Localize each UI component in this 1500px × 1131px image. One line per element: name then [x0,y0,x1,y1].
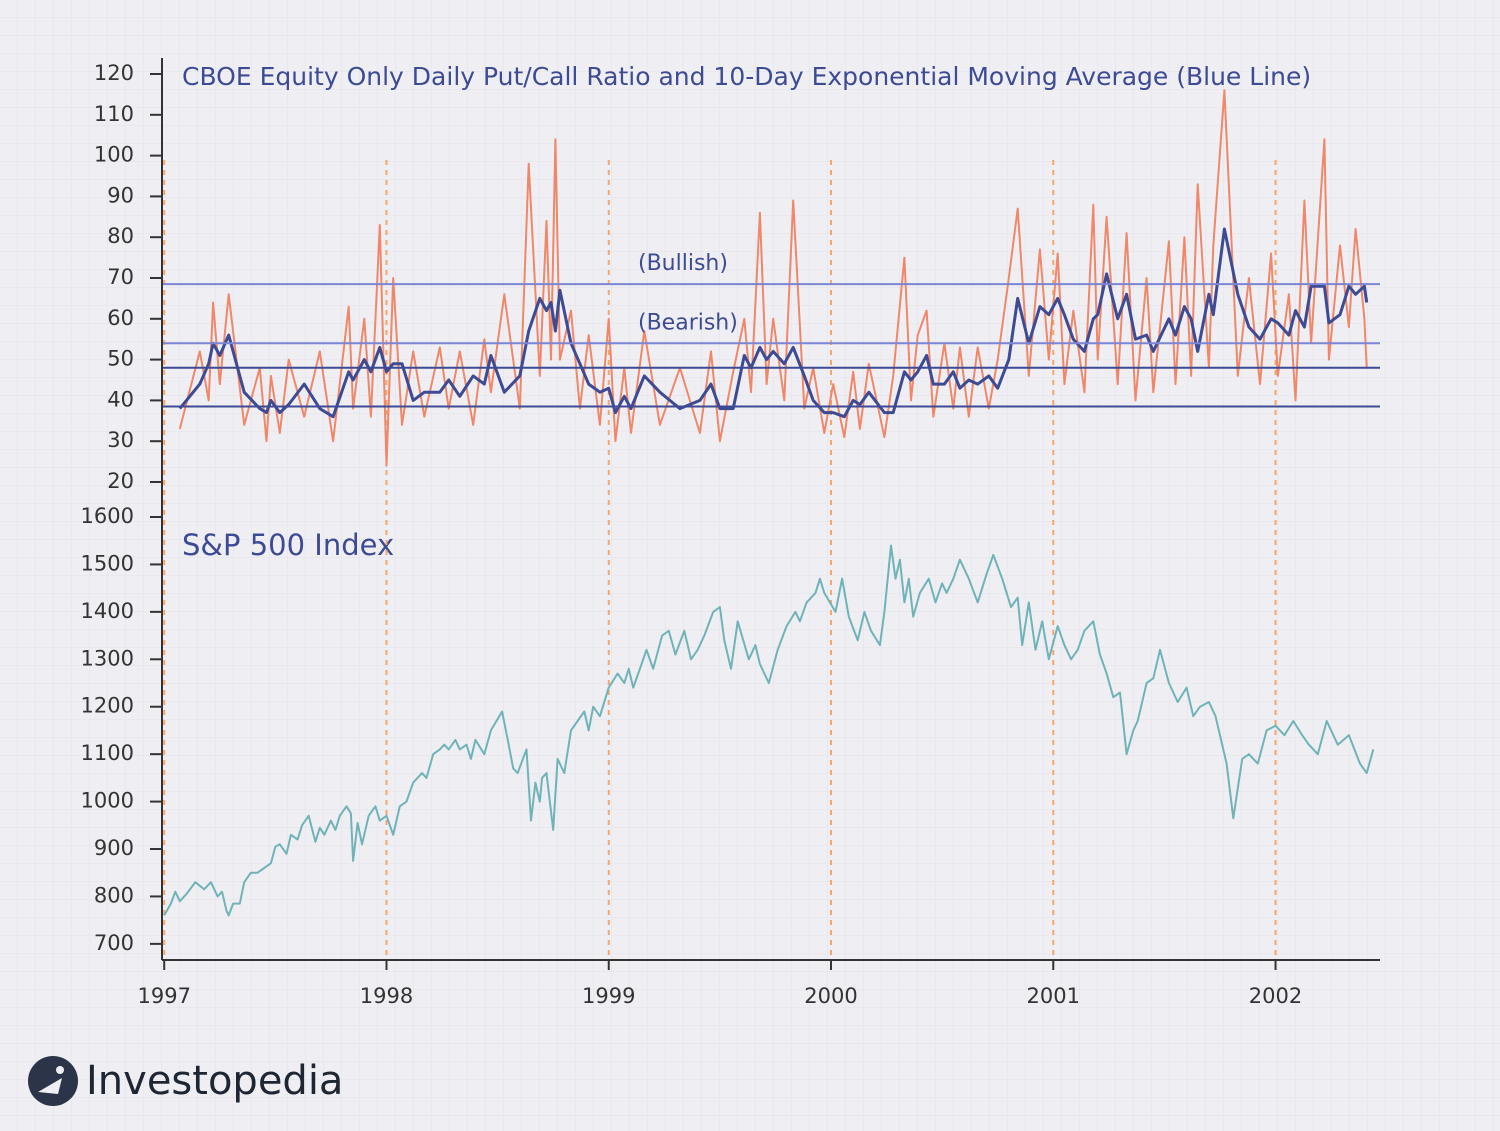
chart-title: CBOE Equity Only Daily Put/Call Ratio an… [182,62,1311,91]
y-tick-label: 100 [94,143,134,167]
y-tick-label: 40 [107,387,134,411]
y-tick-label: 110 [94,102,134,126]
annotation: (Bullish) [638,251,728,276]
y-tick-label: 30 [107,428,134,452]
x-tick-label: 1997 [137,984,190,1008]
y-tick-label: 1500 [81,551,134,575]
y-tick-label: 1200 [81,694,134,718]
x-tick-label: 2001 [1027,984,1080,1008]
x-tick-label: 2000 [804,984,857,1008]
x-tick-label: 1998 [360,984,413,1008]
x-tick-label: 1999 [582,984,635,1008]
chart-title: S&P 500 Index [182,528,394,562]
y-tick-label: 1600 [81,504,134,528]
annotation: (Bearish) [638,310,738,335]
logo-text: Investopedia [86,1058,343,1104]
line-series [163,544,1375,917]
y-tick-label: 20 [107,469,134,493]
y-tick-label: 60 [107,306,134,330]
y-tick-label: 120 [94,61,134,85]
y-tick-label: 1100 [81,741,134,765]
y-tick-label: 1000 [81,789,134,813]
y-tick-label: 90 [107,183,134,207]
y-tick-label: 900 [94,836,134,860]
y-tick-label: 1400 [81,599,134,623]
logo-icon [28,1056,78,1106]
y-tick-label: 50 [107,347,134,371]
x-tick-label: 2002 [1249,984,1302,1008]
y-tick-label: 80 [107,224,134,248]
y-tick-label: 700 [94,931,134,955]
y-tick-label: 1300 [81,646,134,670]
y-tick-label: 800 [94,883,134,907]
y-tick-label: 70 [107,265,134,289]
